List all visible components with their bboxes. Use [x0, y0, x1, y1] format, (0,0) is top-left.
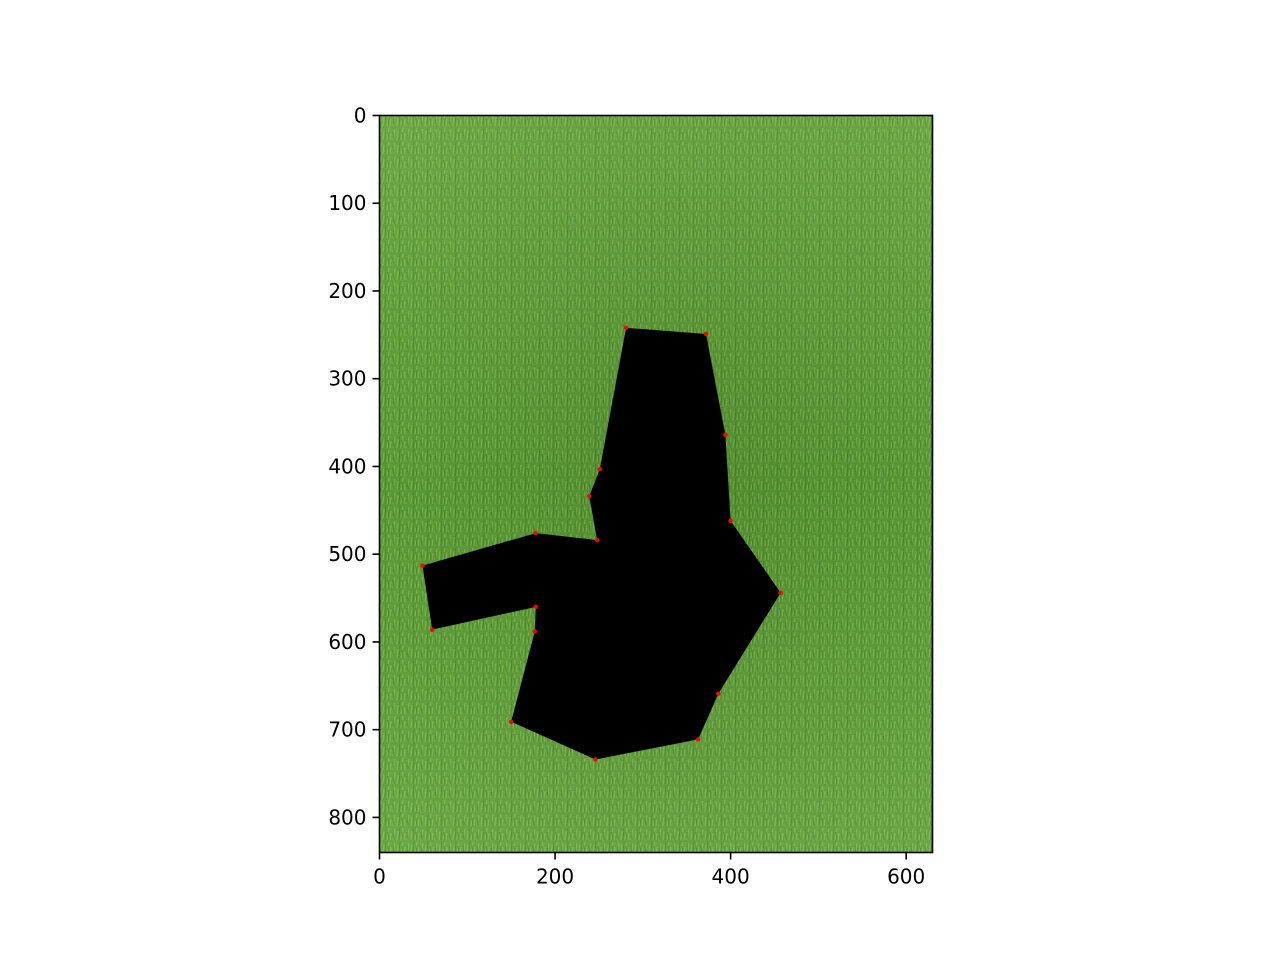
vertex-point-8 [508, 719, 514, 724]
x-tick-label: 600 [887, 865, 925, 889]
x-axis: 0 200 400 600 [373, 852, 925, 889]
y-axis: 0 100 200 300 400 500 600 700 800 [328, 104, 380, 829]
axes-frame [378, 114, 934, 854]
vertex-point-7 [593, 757, 598, 762]
y-tick-label: 0 [354, 104, 367, 128]
vertex-point-4 [778, 590, 783, 595]
vertex-point-5 [716, 691, 721, 696]
x-tick-label: 0 [373, 865, 386, 889]
y-tick-label: 700 [328, 718, 366, 742]
mask-polygon [422, 327, 781, 760]
y-tick-label: 600 [328, 630, 366, 654]
y-tick-label: 100 [328, 191, 366, 215]
vertex-point-13 [533, 530, 538, 536]
y-tick-label: 200 [328, 279, 366, 303]
vertex-point-12 [420, 563, 425, 568]
vertex-point-2 [723, 432, 728, 438]
vertex-point-3 [728, 518, 733, 524]
x-tick-label: 200 [536, 865, 574, 889]
y-tick-label: 400 [328, 454, 366, 478]
vertex-point-1 [703, 331, 709, 337]
x-tick-label: 400 [712, 865, 750, 889]
y-tick-label: 300 [328, 367, 366, 391]
vertex-point-11 [429, 627, 435, 632]
vertex-point-9 [532, 629, 538, 634]
vertex-point-16 [597, 466, 603, 472]
vertex-point-0 [623, 325, 629, 331]
y-tick-label: 500 [328, 542, 366, 566]
vertex-point-6 [695, 737, 701, 742]
y-tick-label: 800 [328, 805, 366, 829]
vertex-point-14 [594, 537, 600, 543]
vertex-point-10 [533, 604, 538, 610]
vertex-point-15 [587, 494, 592, 499]
